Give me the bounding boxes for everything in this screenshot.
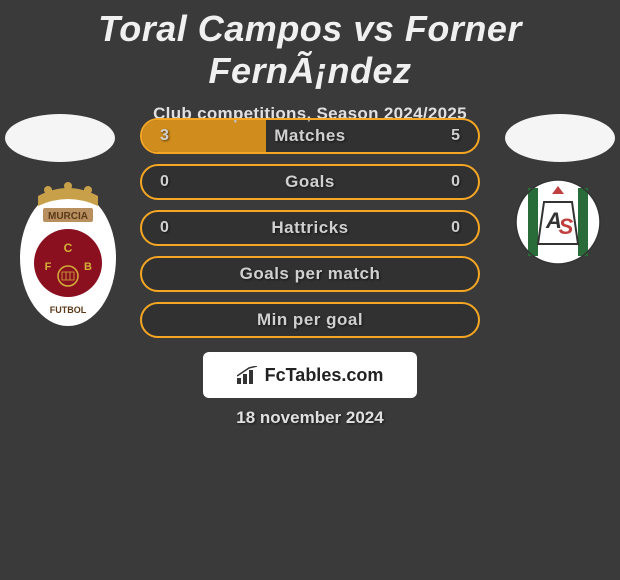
svg-text:F: F xyxy=(45,261,52,273)
svg-text:FUTBOL: FUTBOL xyxy=(50,305,87,315)
stat-right-value: 0 xyxy=(451,219,460,237)
comparison-card: Toral Campos vs Forner FernÃ¡ndez Club c… xyxy=(0,0,620,580)
svg-text:S: S xyxy=(559,214,574,239)
stat-left-value: 0 xyxy=(160,173,169,191)
stat-left-value: 0 xyxy=(160,219,169,237)
stat-left-value: 3 xyxy=(160,127,169,145)
club-badge-right: A S xyxy=(514,178,602,266)
stat-row-hattricks: 0 Hattricks 0 xyxy=(140,210,480,246)
stat-label: Goals per match xyxy=(240,264,381,284)
stat-label: Min per goal xyxy=(257,310,363,330)
brand-attribution[interactable]: FcTables.com xyxy=(203,352,417,398)
stat-row-min-per-goal: Min per goal xyxy=(140,302,480,338)
player-photo-left xyxy=(5,114,115,162)
stat-right-value: 0 xyxy=(451,173,460,191)
stat-label: Goals xyxy=(285,172,335,192)
page-title: Toral Campos vs Forner FernÃ¡ndez xyxy=(0,0,620,92)
svg-text:C: C xyxy=(64,241,73,255)
svg-text:B: B xyxy=(84,261,92,273)
club-badge-left: MURCIA C F B FUTBOL xyxy=(18,178,118,328)
stat-row-goals-per-match: Goals per match xyxy=(140,256,480,292)
stat-label: Hattricks xyxy=(271,218,348,238)
player-photo-right xyxy=(505,114,615,162)
brand-label: FcTables.com xyxy=(265,365,384,386)
chart-icon xyxy=(237,366,259,384)
stat-label: Matches xyxy=(274,126,346,146)
stat-row-goals: 0 Goals 0 xyxy=(140,164,480,200)
date-label: 18 november 2024 xyxy=(0,408,620,428)
stats-panel: 3 Matches 5 0 Goals 0 0 Hattricks 0 Goal… xyxy=(140,118,480,348)
stat-right-value: 5 xyxy=(451,127,460,145)
stat-row-matches: 3 Matches 5 xyxy=(140,118,480,154)
svg-text:MURCIA: MURCIA xyxy=(48,211,88,222)
